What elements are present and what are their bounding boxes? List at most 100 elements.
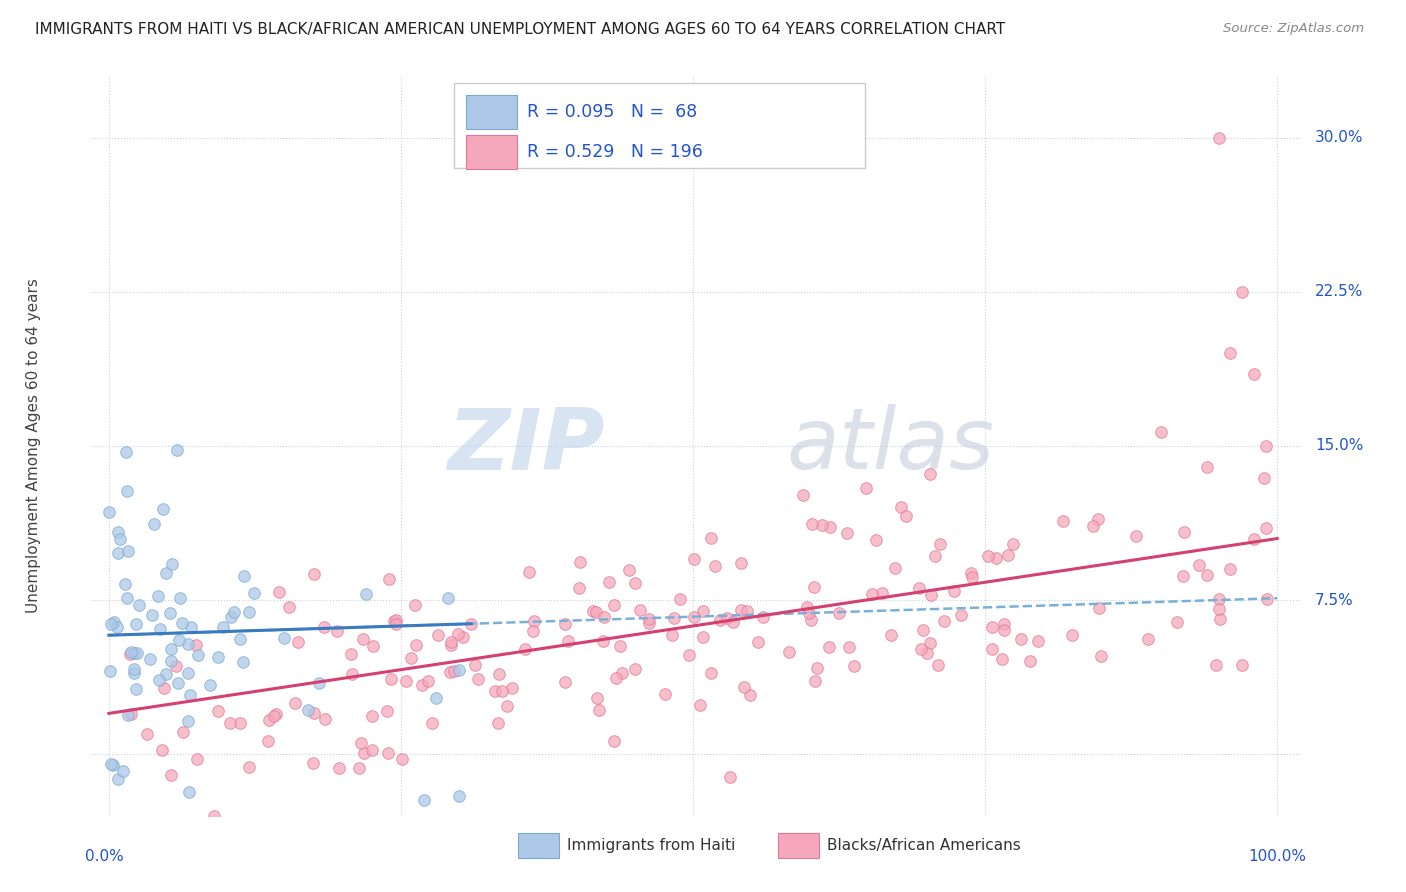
Point xyxy=(353,747,375,761)
FancyBboxPatch shape xyxy=(467,136,517,169)
Point xyxy=(682,552,704,566)
Point xyxy=(115,484,138,499)
Point xyxy=(517,565,540,579)
Point xyxy=(121,645,143,659)
Point xyxy=(219,610,242,624)
Point xyxy=(426,628,449,642)
Point xyxy=(449,664,471,678)
Point xyxy=(198,678,221,692)
Point xyxy=(120,706,142,721)
Point xyxy=(692,603,714,617)
Point xyxy=(1208,592,1230,607)
Point xyxy=(1243,532,1265,546)
Point xyxy=(806,661,828,675)
Point xyxy=(166,443,188,458)
Point xyxy=(436,591,458,605)
Point xyxy=(350,736,373,750)
Point xyxy=(582,604,605,618)
Point xyxy=(747,635,769,649)
Point xyxy=(377,746,399,760)
Point xyxy=(804,674,827,689)
Point xyxy=(792,488,814,502)
Point xyxy=(384,616,406,631)
Point xyxy=(165,658,187,673)
Text: IMMIGRANTS FROM HAITI VS BLACK/AFRICAN AMERICAN UNEMPLOYMENT AMONG AGES 60 TO 64: IMMIGRANTS FROM HAITI VS BLACK/AFRICAN A… xyxy=(35,22,1005,37)
Point xyxy=(603,598,626,612)
Point xyxy=(180,620,202,634)
Text: R = 0.095   N =  68: R = 0.095 N = 68 xyxy=(527,103,697,120)
Point xyxy=(924,549,946,563)
Point xyxy=(872,586,894,600)
Point xyxy=(800,613,823,627)
Point xyxy=(118,647,141,661)
Point xyxy=(155,566,177,580)
Point xyxy=(149,622,172,636)
Point xyxy=(683,609,706,624)
Point xyxy=(991,652,1014,666)
Point xyxy=(146,590,169,604)
Point xyxy=(302,706,325,720)
Point xyxy=(169,591,191,606)
Text: Blacks/African Americans: Blacks/African Americans xyxy=(827,838,1021,854)
Point xyxy=(1136,632,1159,646)
Point xyxy=(232,655,254,669)
Point xyxy=(207,704,229,718)
Point xyxy=(107,772,129,787)
Point xyxy=(592,634,614,648)
Point xyxy=(920,467,942,481)
Point xyxy=(927,657,949,672)
Point xyxy=(896,509,918,524)
Point xyxy=(1010,632,1032,646)
Point xyxy=(609,640,631,654)
Point xyxy=(243,585,266,599)
Point xyxy=(105,620,128,634)
Point xyxy=(1197,567,1219,582)
Point xyxy=(654,688,676,702)
Point xyxy=(751,610,773,624)
Point xyxy=(1150,425,1173,439)
Point xyxy=(219,715,242,730)
FancyBboxPatch shape xyxy=(519,833,560,858)
Point xyxy=(464,658,486,673)
Point xyxy=(107,525,129,540)
Point xyxy=(661,628,683,642)
Point xyxy=(820,520,842,534)
Point xyxy=(1090,649,1112,664)
Text: Immigrants from Haiti: Immigrants from Haiti xyxy=(567,838,735,854)
Point xyxy=(352,632,374,647)
Point xyxy=(233,569,256,583)
Point xyxy=(730,556,752,570)
Point xyxy=(838,640,860,655)
Point xyxy=(883,561,905,575)
Point xyxy=(554,617,576,632)
Point xyxy=(981,619,1004,633)
Point xyxy=(167,632,190,647)
Text: 7.5%: 7.5% xyxy=(1315,593,1354,607)
Point xyxy=(411,678,433,692)
Point xyxy=(585,605,607,619)
Text: 15.0%: 15.0% xyxy=(1315,439,1364,453)
Point xyxy=(100,616,122,631)
Point xyxy=(160,557,183,571)
Point xyxy=(385,613,408,627)
Point xyxy=(496,698,519,713)
Point xyxy=(949,608,972,623)
Point xyxy=(803,580,825,594)
Point xyxy=(721,615,744,629)
Point xyxy=(380,673,402,687)
Point xyxy=(569,555,592,569)
Point xyxy=(513,642,536,657)
Point xyxy=(273,631,295,645)
Point xyxy=(467,672,489,686)
Point xyxy=(167,676,190,690)
Point xyxy=(127,646,149,660)
Point xyxy=(501,681,523,695)
Point xyxy=(700,666,723,681)
Point xyxy=(172,724,194,739)
Point xyxy=(692,630,714,644)
Point xyxy=(1026,634,1049,648)
Point xyxy=(391,752,413,766)
Point xyxy=(617,563,640,577)
Point xyxy=(890,500,912,515)
Point xyxy=(378,572,401,586)
